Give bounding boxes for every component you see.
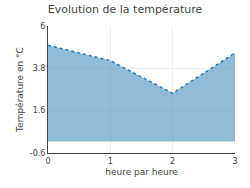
svg-text:6: 6 [40,22,45,31]
svg-text:Température en °C: Température en °C [15,47,25,133]
svg-text:2: 2 [170,157,175,166]
svg-text:1: 1 [108,157,113,166]
svg-text:3: 3 [232,157,237,166]
svg-text:Evolution de la température: Evolution de la température [48,3,203,16]
svg-text:heure par heure: heure par heure [105,167,178,177]
svg-text:3.8: 3.8 [33,64,46,73]
svg-text:-0.6: -0.6 [30,149,46,158]
svg-text:0: 0 [45,157,50,166]
svg-text:1.6: 1.6 [33,106,46,115]
